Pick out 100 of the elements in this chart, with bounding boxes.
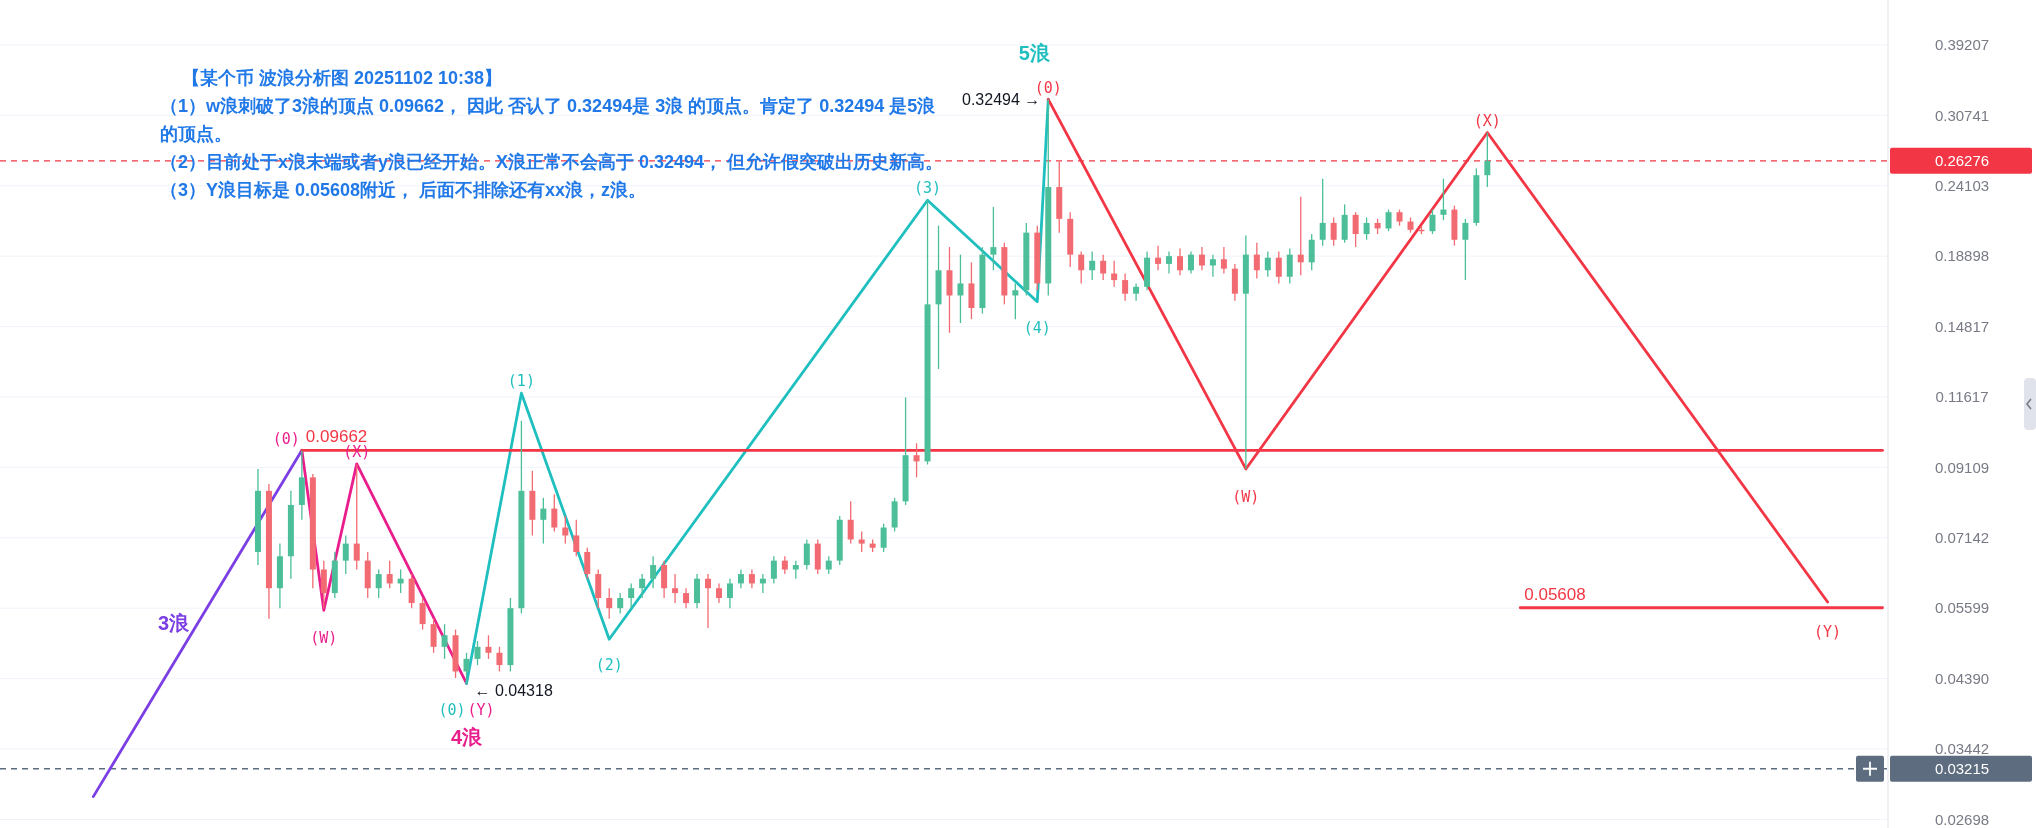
annotation: (Y) (467, 700, 495, 719)
annotation: (X) (1473, 111, 1501, 130)
annotation: (3) (913, 179, 942, 198)
ref-line-label: 0.26276 (1934, 152, 1990, 170)
candlestick (858, 530, 865, 553)
candlestick (551, 493, 558, 533)
candlestick (463, 652, 470, 685)
candlestick (737, 568, 744, 589)
candlestick (880, 522, 887, 553)
ref-line-label: 0.03215 (1934, 760, 1990, 778)
candlestick (617, 592, 624, 615)
text: 【某个币 波浪分析图 20251102 10:38】 (181, 67, 504, 90)
candlestick (485, 634, 492, 660)
candlestick (1319, 178, 1326, 247)
candlestick (375, 568, 382, 599)
candlestick (1308, 233, 1315, 271)
annotation: (W) (1232, 488, 1260, 507)
candlestick (1462, 218, 1469, 281)
candlestick (672, 573, 679, 604)
candlestick (628, 582, 635, 609)
candlestick (419, 597, 426, 631)
candlestick (1429, 208, 1436, 235)
y-tick-label: 0.07142 (1934, 529, 1990, 547)
candlestick (1484, 131, 1491, 188)
candlestick (1166, 250, 1173, 275)
annotation: (W) (310, 629, 338, 648)
candlestick (1275, 250, 1282, 285)
candlestick (584, 547, 591, 580)
annotation: ← 0.04318 (474, 682, 553, 700)
candlestick (748, 568, 755, 589)
candlestick (1122, 272, 1129, 302)
candlestick (1440, 178, 1447, 221)
annotation: (Y) (1814, 623, 1842, 642)
annotation: （1）w浪刺破了3浪的顶点 0.09662， 因此 否认了 0.32494是 3浪 的顶点。肯定了 0.32494 是5浪的顶点。 (160, 95, 937, 146)
annotation: (2) (595, 656, 623, 675)
y-tick-label: 0.14817 (1934, 317, 1990, 335)
candlestick (661, 559, 668, 599)
y-tick-label: 0.05599 (1934, 599, 1990, 617)
candlestick (1297, 196, 1304, 276)
candlestick (1198, 246, 1205, 271)
y-tick-label: 0.04390 (1934, 669, 1990, 687)
candlestick (1385, 208, 1392, 232)
candlestick (386, 559, 393, 589)
annotation: (4) (1023, 318, 1051, 337)
candlestick (496, 646, 503, 673)
candlestick (990, 206, 997, 271)
candlestick (639, 573, 646, 599)
candlestick (1012, 282, 1019, 320)
annotation: 4浪 (450, 726, 484, 749)
y-tick-label: 0.18898 (1934, 247, 1990, 265)
annotation: （3）Y浪目标是 0.05608附近， 后面不排除还有xx浪，z浪。 (160, 180, 647, 200)
candlestick (1209, 253, 1216, 278)
candlestick (715, 582, 722, 604)
candlestick (1363, 216, 1370, 241)
candlestick (770, 555, 777, 585)
candlestick (1078, 250, 1085, 285)
candlestick (957, 253, 964, 324)
annotation: 0.05608 (1524, 584, 1586, 604)
candlestick (353, 463, 360, 571)
candlestick (792, 559, 799, 580)
candlestick (913, 442, 920, 479)
candlestick (1111, 260, 1118, 288)
y-tick-label: 0.02698 (1934, 810, 1990, 828)
candlestick (683, 587, 690, 609)
candlestick (1089, 250, 1096, 281)
y-tick-label: 0.39207 (1934, 36, 1990, 54)
candlestick (803, 538, 810, 571)
annotation: (0) (272, 429, 300, 448)
candlestick (595, 568, 602, 609)
candlestick (1177, 247, 1183, 276)
candlestick (726, 578, 733, 609)
y-tick-label: 0.09109 (1934, 458, 1990, 476)
candlestick (1330, 216, 1337, 247)
candlestick (705, 573, 711, 629)
candlestick (441, 623, 448, 660)
y-tick-label: 0.03442 (1934, 740, 1990, 758)
y-tick-label: 0.11617 (1935, 388, 1989, 406)
candlestick (1133, 282, 1140, 302)
candlestick (320, 559, 327, 609)
annotation: 3浪 (158, 612, 191, 635)
candlestick (540, 497, 547, 545)
candlestick (1253, 242, 1260, 280)
candlestick (650, 555, 657, 589)
y-tick-label: 0.24103 (1934, 177, 1990, 195)
candlestick (1264, 250, 1271, 278)
candlestick (606, 587, 613, 620)
y-tick-label: 0.30741 (1934, 106, 1990, 124)
candlestick (1187, 250, 1194, 275)
candlestick (1155, 244, 1162, 271)
candlestick (573, 519, 580, 557)
candlestick (430, 618, 437, 654)
candlestick (1100, 253, 1107, 281)
candlestick (342, 534, 349, 575)
candlestick (474, 640, 481, 666)
candlestick (1352, 211, 1359, 248)
annotation: (0) (438, 700, 466, 719)
annotation: (1) (507, 372, 535, 391)
annotation: 5浪 (1018, 42, 1051, 65)
candlestick (1220, 246, 1227, 275)
candlestick (847, 500, 854, 545)
